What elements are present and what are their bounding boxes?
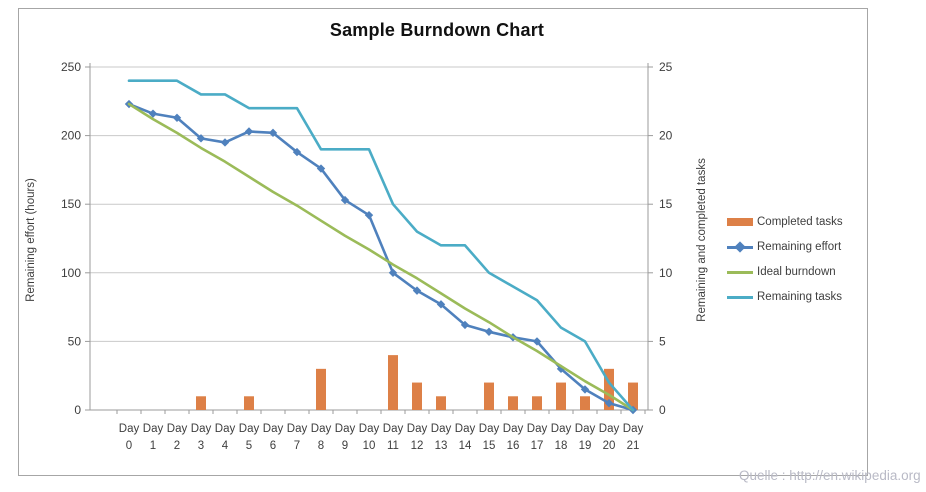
svg-text:0: 0 bbox=[74, 403, 81, 417]
chart-title: Sample Burndown Chart bbox=[329, 20, 545, 40]
right-axis-tick-labels: 0 5 10 15 20 25 bbox=[659, 60, 673, 417]
left-axis-tick-labels: 0 50 100 150 200 250 bbox=[61, 60, 81, 417]
legend-item-remaining-effort: Remaining effort bbox=[727, 238, 843, 256]
line-remaining-tasks bbox=[127, 79, 635, 412]
svg-text:5: 5 bbox=[659, 334, 666, 348]
svg-text:150: 150 bbox=[61, 197, 81, 211]
legend-label: Ideal burndown bbox=[757, 266, 836, 278]
legend-item-ideal-burndown: Ideal burndown bbox=[727, 263, 843, 281]
svg-text:200: 200 bbox=[61, 129, 81, 143]
right-axis-title: Remaining and completed tasks bbox=[696, 158, 708, 322]
legend-item-completed-tasks: Completed tasks bbox=[727, 213, 843, 231]
gridlines bbox=[90, 66, 648, 342]
bars-completed-tasks bbox=[196, 355, 638, 410]
svg-text:0: 0 bbox=[659, 403, 666, 417]
legend-label: Remaining tasks bbox=[757, 291, 843, 303]
line-swatch-icon bbox=[727, 288, 753, 306]
svg-text:25: 25 bbox=[659, 60, 673, 74]
line-diamond-swatch-icon bbox=[727, 238, 753, 256]
svg-text:250: 250 bbox=[61, 60, 81, 74]
line-ideal-burndown bbox=[127, 102, 635, 412]
bar-swatch-icon bbox=[727, 213, 753, 231]
line-remaining-effort bbox=[124, 99, 638, 415]
legend-label: Remaining effort bbox=[757, 241, 842, 253]
source-credit: Quelle : http://en.wikipedia.org bbox=[739, 468, 921, 483]
legend-item-remaining-tasks: Remaining tasks bbox=[727, 288, 843, 306]
legend: Completed tasks Remaining effort Ideal b… bbox=[727, 213, 843, 313]
svg-text:10: 10 bbox=[659, 266, 673, 280]
line-swatch-icon bbox=[727, 263, 753, 281]
svg-text:20: 20 bbox=[659, 129, 673, 143]
axes bbox=[85, 63, 653, 414]
svg-text:50: 50 bbox=[68, 334, 82, 348]
svg-text:100: 100 bbox=[61, 266, 81, 280]
legend-label: Completed tasks bbox=[757, 216, 843, 228]
svg-text:15: 15 bbox=[659, 197, 673, 211]
left-axis-title: Remaining effort (hours) bbox=[25, 178, 37, 302]
